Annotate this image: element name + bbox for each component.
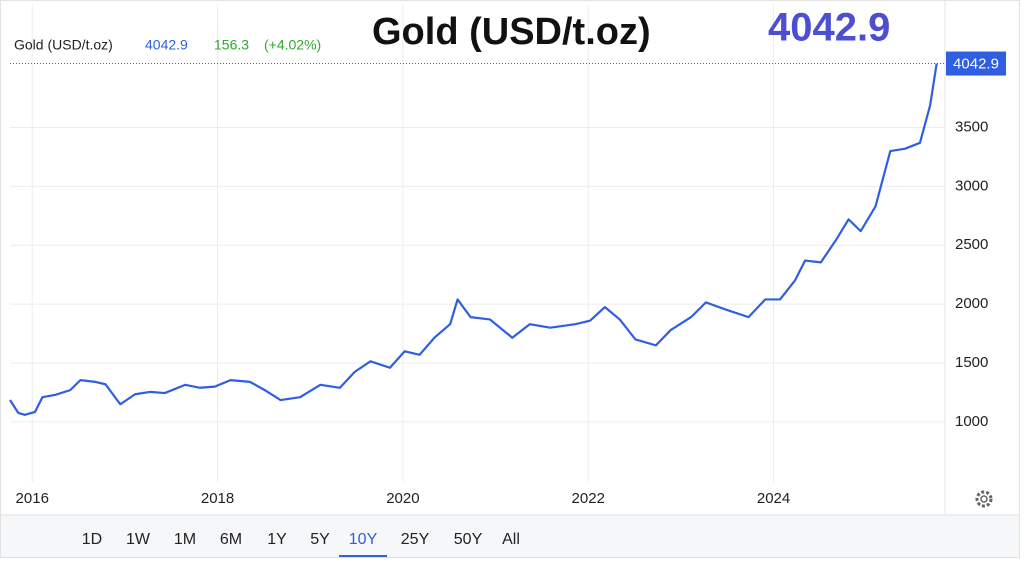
x-tick-label: 2016 (16, 490, 49, 507)
y-tick-label: 2500 (955, 236, 988, 253)
y-tick-label: 1500 (955, 354, 988, 371)
x-tick-label: 2024 (757, 490, 790, 507)
range-bar (1, 515, 1019, 557)
y-tick-label: 3500 (955, 118, 988, 135)
range-button[interactable]: 1W (126, 531, 151, 548)
legend-change: 156.3 (214, 37, 249, 53)
range-button[interactable]: 50Y (454, 531, 483, 548)
y-tick-label: 1000 (955, 413, 988, 430)
range-button[interactable]: All (502, 531, 520, 548)
range-button[interactable]: 1D (82, 531, 102, 548)
legend-change-pct: (+4.02%) (264, 37, 321, 53)
marks (9, 63, 945, 416)
headline-value: 4042.9 (768, 6, 890, 50)
legend-value: 4042.9 (145, 37, 188, 53)
legend-name: Gold (USD/t.oz) (14, 37, 113, 53)
range-button[interactable]: 10Y (349, 531, 378, 548)
x-tick-label: 2018 (201, 490, 234, 507)
y-tick-label: 2000 (955, 295, 988, 312)
x-tick-label: 2020 (386, 490, 419, 507)
y-tick-label: 3000 (955, 177, 988, 194)
x-tick-label: 2022 (572, 490, 605, 507)
range-button[interactable]: 1Y (267, 531, 287, 548)
price-line (9, 63, 938, 416)
chart-title: Gold (USD/t.oz) (372, 11, 651, 53)
price-tag (946, 51, 1006, 76)
settings-icon[interactable] (975, 490, 993, 508)
price-tag-label: 4042.9 (953, 56, 999, 73)
grid (10, 5, 945, 482)
range-button[interactable]: 5Y (310, 531, 330, 548)
range-button[interactable]: 25Y (401, 531, 430, 548)
range-button[interactable]: 6M (220, 531, 242, 548)
range-button[interactable]: 1M (174, 531, 196, 548)
